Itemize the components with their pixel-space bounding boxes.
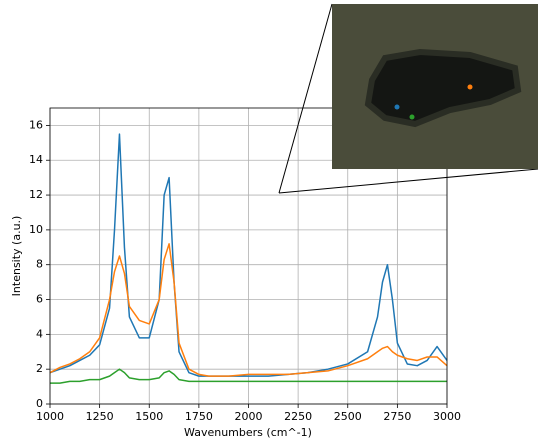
y-tick-label: 6	[36, 293, 43, 306]
x-tick-label: 2750	[383, 410, 411, 423]
sample-flake	[364, 48, 522, 128]
x-tick-label: 1750	[185, 410, 213, 423]
x-tick-label: 1000	[36, 410, 64, 423]
y-tick-label: 8	[36, 258, 43, 271]
series-line	[50, 368, 447, 384]
x-tick-label: 1500	[135, 410, 163, 423]
y-tick-label: 12	[29, 188, 43, 201]
series-line	[49, 133, 448, 377]
y-tick-label: 2	[36, 362, 43, 375]
x-tick-label: 2500	[334, 410, 362, 423]
y-axis-label: Intensity (a.u.)	[10, 216, 23, 297]
x-tick-label: 1250	[86, 410, 114, 423]
y-tick-label: 0	[36, 397, 43, 410]
x-tick-label: 3000	[433, 410, 461, 423]
y-tick-label: 16	[29, 118, 43, 131]
x-tick-label: 2250	[284, 410, 312, 423]
spot-marker	[409, 114, 415, 120]
connector	[278, 3, 333, 194]
series-line	[49, 243, 448, 377]
x-tick-label: 2000	[235, 410, 263, 423]
plot-frame	[49, 107, 448, 405]
spot-marker	[394, 104, 400, 110]
y-tick-label: 4	[36, 327, 43, 340]
inset-image	[278, 3, 539, 194]
y-tick-label: 14	[29, 153, 43, 166]
connector	[278, 168, 539, 194]
x-axis-label: Wavenumbers (cm^-1)	[184, 426, 312, 439]
spot-marker	[467, 84, 473, 90]
y-tick-label: 10	[29, 223, 43, 236]
